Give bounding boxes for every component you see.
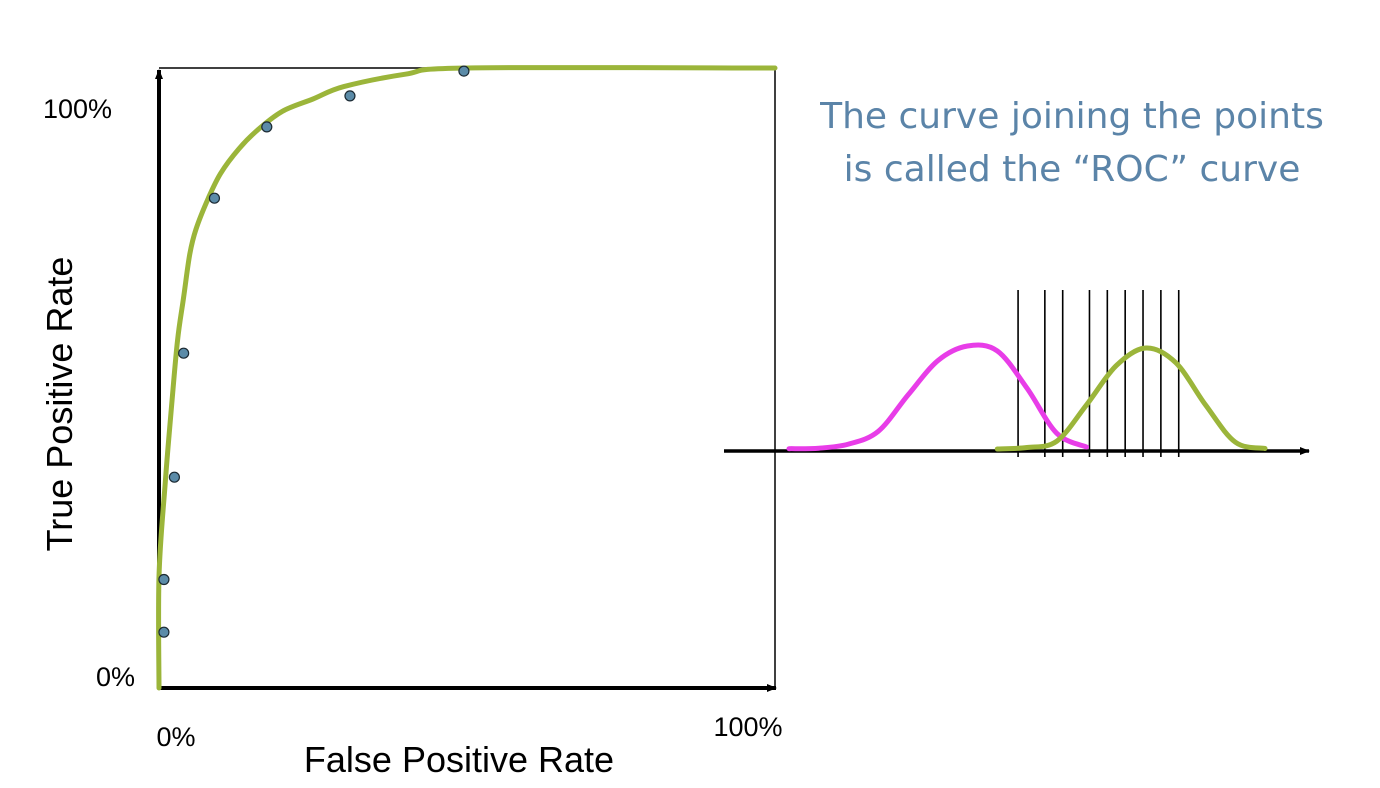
threshold-lines	[1017, 290, 1180, 457]
negative-distribution-curve	[786, 342, 1089, 452]
caption-line-1: The curve joining the points	[819, 96, 1324, 137]
x-axis-title: False Positive Rate	[304, 739, 614, 780]
roc-point-2	[158, 573, 170, 586]
x-tick-label-left: 0%	[156, 722, 195, 752]
y-tick-label-bottom: 0%	[96, 662, 135, 692]
roc-point-6	[261, 121, 273, 133]
y-tick-label-top: 100%	[43, 94, 112, 124]
roc-point-4	[178, 347, 190, 359]
roc-point-7	[344, 90, 356, 102]
roc-points	[158, 65, 470, 638]
distribution-chart	[724, 290, 1310, 457]
roc-fitted-curve	[156, 65, 778, 691]
x-tick-label-right: 100%	[713, 712, 782, 742]
roc-chart: 100% 0% 0% 100% False Positive Rate True…	[39, 65, 783, 780]
roc-caption: The curve joining the points is called t…	[819, 96, 1324, 190]
positive-distribution-curve	[994, 345, 1268, 452]
roc-point-1	[158, 626, 170, 638]
roc-point-5	[208, 192, 221, 204]
roc-point-8	[458, 65, 470, 77]
roc-point-3	[168, 471, 180, 483]
y-axis-title: True Positive Rate	[39, 257, 80, 552]
caption-line-2: is called the “ROC” curve	[844, 149, 1301, 190]
